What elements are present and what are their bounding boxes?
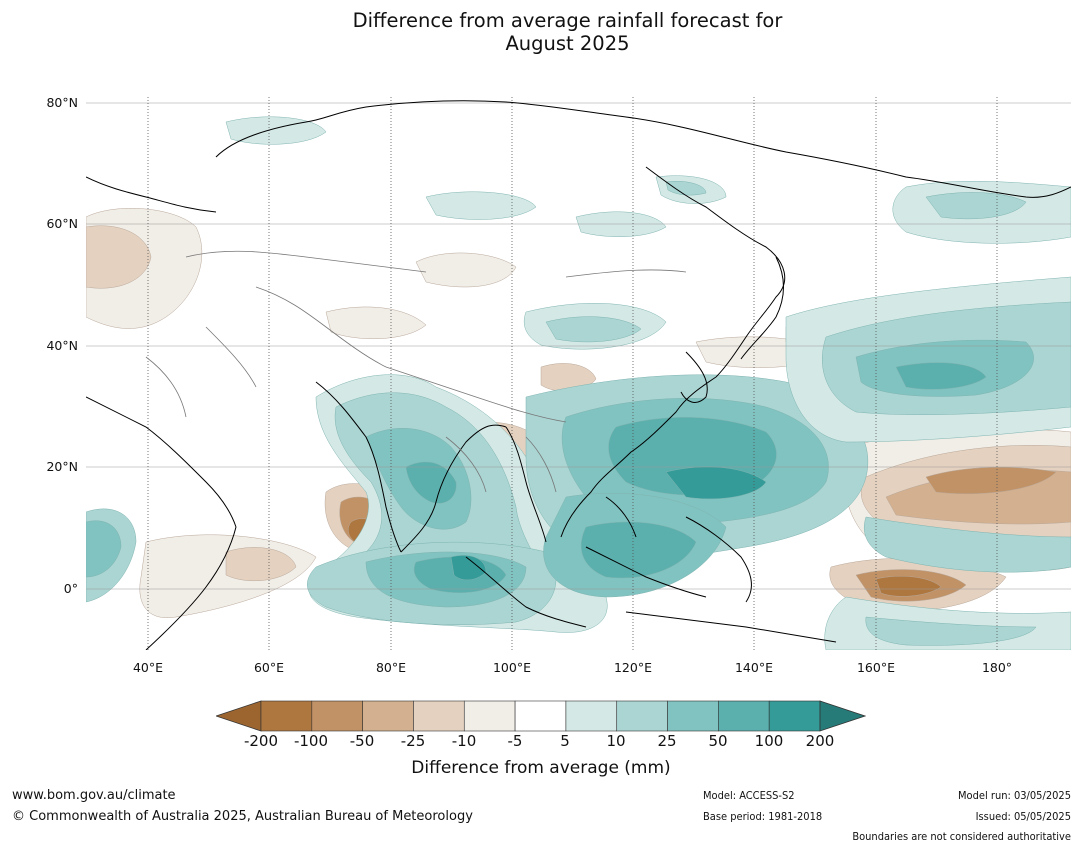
- lon-label-160e: 160°E: [856, 660, 895, 675]
- lon-label-80e: 80°E: [375, 660, 407, 675]
- boundaries-note: Boundaries are not considered authoritat…: [852, 830, 1071, 843]
- colorbar-box: [718, 700, 770, 732]
- lon-label-40e: 40°E: [132, 660, 164, 675]
- colorbar-box: [413, 700, 465, 732]
- website-url: www.bom.gov.au/climate: [12, 788, 176, 803]
- base-period: Base period: 1981-2018: [703, 810, 823, 823]
- country-borders: [145, 250, 687, 493]
- colorbar-box: [362, 700, 414, 732]
- colorbar-tick-5: 5: [560, 732, 570, 750]
- issued-date: Issued: 05/05/2025: [975, 810, 1071, 823]
- colorbar-box: [260, 700, 313, 732]
- lat-label-80n: 80°N: [46, 95, 78, 110]
- colorbar-tick-neg25: -25: [400, 732, 426, 750]
- colorbar-tick-100: 100: [754, 732, 784, 750]
- lat-label-40n: 40°N: [46, 338, 78, 353]
- lat-label-0: 0°: [63, 581, 78, 596]
- lon-label-140e: 140°E: [734, 660, 773, 675]
- colorbar-box: [616, 700, 668, 732]
- coastlines: [86, 100, 1071, 650]
- colorbar-box: [463, 700, 516, 732]
- colorbar-tick-neg100: -100: [293, 732, 329, 750]
- colorbar-box: [768, 700, 821, 732]
- model-name: Model: ACCESS-S2: [703, 789, 795, 802]
- rainfall-anomaly-map: [86, 97, 1071, 650]
- colorbar: [216, 700, 866, 732]
- colorbar-arrow-left: [216, 700, 262, 732]
- map-svg: [86, 97, 1071, 650]
- colorbar-tick-25: 25: [657, 732, 677, 750]
- lon-label-180: 180°: [981, 660, 1013, 675]
- colorbar-tick-neg50: -50: [349, 732, 375, 750]
- colorbar-title: Difference from average (mm): [411, 758, 671, 778]
- colorbar-box: [667, 700, 719, 732]
- colorbar-box: [311, 700, 363, 732]
- lat-label-60n: 60°N: [46, 216, 78, 231]
- colorbar-tick-neg5: -5: [507, 732, 523, 750]
- lon-label-120e: 120°E: [613, 660, 652, 675]
- colorbar-tick-200: 200: [805, 732, 835, 750]
- lat-label-20n: 20°N: [46, 459, 78, 474]
- copyright-notice: © Commonwealth of Australia 2025, Austra…: [12, 809, 473, 824]
- colorbar-tick-neg10: -10: [451, 732, 477, 750]
- meridians: [147, 97, 998, 650]
- colorbar-box: [565, 700, 618, 732]
- colorbar-tick-neg200: -200: [243, 732, 279, 750]
- colorbar-boxes: [260, 700, 821, 732]
- lon-label-60e: 60°E: [253, 660, 285, 675]
- title-line-1: Difference from average rainfall forecas…: [352, 9, 783, 32]
- lon-label-100e: 100°E: [492, 660, 531, 675]
- map-title: Difference from average rainfall forecas…: [0, 9, 1081, 55]
- graticule: [86, 102, 1071, 590]
- colorbar-tick-50: 50: [708, 732, 728, 750]
- colorbar-tick-10: 10: [606, 732, 626, 750]
- colorbar-arrow-right: [819, 700, 866, 732]
- model-run-date: Model run: 03/05/2025: [958, 789, 1071, 802]
- colorbar-box: [514, 700, 567, 732]
- wet-anomaly-regions: [86, 116, 1071, 650]
- title-line-2: August 2025: [505, 32, 630, 55]
